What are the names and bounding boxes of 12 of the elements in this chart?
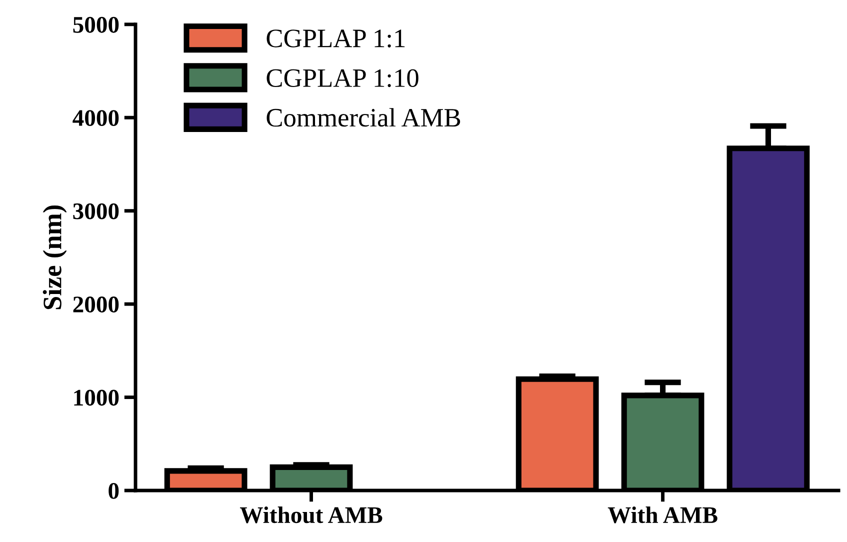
y-tick-label: 0 (108, 483, 119, 499)
legend-label: CGPLAP 1:1 (266, 30, 405, 48)
y-tick-label: 1000 (74, 390, 119, 406)
legend-label: CGPLAP 1:10 (266, 69, 418, 88)
x-tick-label: With AMB (608, 506, 718, 524)
y-axis-title: Size (nm) (42, 205, 67, 310)
x-tick-label: Without AMB (240, 506, 382, 524)
y-tick-label: 4000 (72, 110, 119, 126)
y-tick-label: 2000 (73, 296, 119, 312)
y-tick-label: 3000 (73, 203, 119, 220)
legend-label: Commercial AMB (266, 108, 460, 127)
y-tick-label: 5000 (73, 16, 119, 33)
